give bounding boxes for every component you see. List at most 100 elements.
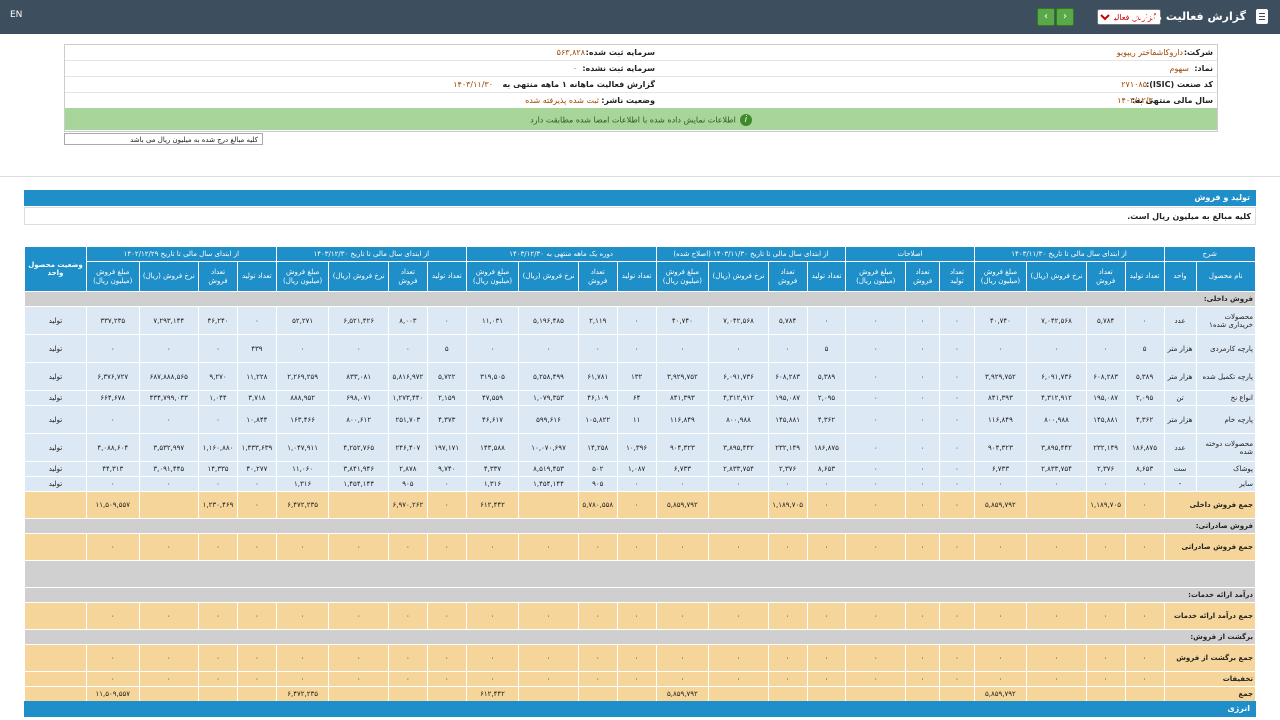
status-cell: تولید [24, 433, 87, 462]
table-cell: ۰ [387, 334, 428, 363]
table-cell: ۰ [1026, 334, 1087, 363]
table-cell: ۰ [275, 644, 330, 672]
section-label: فروش داخلی: [24, 291, 1256, 307]
table-cell: ۴,۲۵۲,۷۶۵ [328, 433, 389, 462]
table-cell: ۰ [806, 491, 847, 519]
table-cell: ۰ [767, 671, 808, 687]
table-cell: ۱۹۷,۱۷۱ [426, 433, 467, 462]
table-cell: ۱,۱۸۹,۷۰۵ [767, 491, 808, 519]
table-cell: ۶۴ [616, 390, 657, 406]
unit-cell: - [1163, 476, 1197, 492]
table-cell: ۱,۴۳۳,۶۳۹ [236, 433, 277, 462]
summary-row: جمع ۵,۸۵۹,۷۹۲ ۵,۸۵۹,۷۹۲ ۶۱۲,۴۴۲ ۶,۴۷۲,۲۳۵ ۱۱,… [24, 686, 1257, 702]
product-name: پارچه کارمردی [1195, 334, 1257, 363]
table-cell: ۸,۶۵۳ [806, 461, 847, 477]
table-cell: ۷,۰۴۲,۵۶۸ [708, 306, 769, 335]
table-cell: ۰ [275, 334, 330, 363]
table-cell: ۰ [1124, 602, 1165, 630]
table-cell: ۰ [426, 671, 467, 687]
table-cell: ۰ [616, 476, 657, 492]
table-cell: ۰ [198, 533, 238, 561]
table-cell: ۰ [1124, 671, 1165, 687]
table-cell: ۹,۷۴۰ [426, 461, 467, 477]
table-cell [24, 644, 87, 672]
column-header: تعداد فروش [767, 261, 808, 292]
page-title: گزارش فعالیت ماهانه [1128, 10, 1247, 23]
table-cell: ۰ [465, 671, 520, 687]
table-cell: ۰ [426, 533, 467, 561]
column-header: نرخ فروش (ریال) [138, 261, 200, 292]
table-cell: ۱,۴۵۴,۱۴۴ [328, 476, 389, 492]
group-header: از ابتدای سال مالی تا تاریخ ۱۴۰۳/۱۱/۳۰ [973, 246, 1165, 262]
language-toggle[interactable]: EN [10, 10, 23, 20]
table-cell: ۶۸۷,۸۸۸,۵۶۵ [138, 362, 200, 391]
table-cell: ۶۱۲,۴۴۲ [465, 491, 520, 519]
table-cell: ۰ [904, 461, 941, 477]
table-cell: ۰ [1085, 602, 1126, 630]
table-cell: ۰ [275, 671, 330, 687]
table-cell: ۲,۲۶۹,۲۵۹ [275, 362, 330, 391]
table-cell: ۶۱,۷۸۱ [577, 362, 618, 391]
table-cell: ۰ [845, 405, 906, 434]
table-cell: ۰ [138, 533, 200, 561]
table-cell: ۰ [275, 533, 330, 561]
column-header: نرخ فروش (ریال) [518, 261, 579, 292]
table-cell: ۵,۸۵۹,۷۹۲ [973, 686, 1028, 702]
column-header: تعداد تولید [236, 261, 277, 292]
symbol-label: نماد: [1194, 64, 1213, 73]
industry-label: کد صنعت (ISIC): [1146, 80, 1213, 89]
table-cell: ۱۱,۰۶۰ [275, 461, 330, 477]
section-subtitle: کلیه مبالغ به میلیون ریال است. [24, 207, 1256, 225]
section-row: برگشت از فروش: [24, 629, 1256, 645]
table-cell: ۴,۳۱۲,۹۱۲ [1026, 390, 1087, 406]
group-header: شرح [1163, 246, 1257, 262]
table-cell: ۲۳۲,۱۴۹ [1085, 433, 1126, 462]
table-cell: ۰ [616, 306, 657, 335]
table-cell: ۸۴۱,۳۹۳ [655, 390, 710, 406]
table-cell: ۰ [387, 533, 428, 561]
table-cell: ۳,۰۹۱,۴۴۵ [138, 461, 200, 477]
table-cell: ۹۰۵ [387, 476, 428, 492]
table-cell: ۰ [939, 433, 975, 462]
table-cell: ۰ [1085, 334, 1126, 363]
table-cell: ۲۳۲,۱۴۹ [767, 433, 808, 462]
symbol-value: سهوم [1169, 64, 1189, 73]
table-cell [904, 686, 941, 702]
table-cell: ۵ [1124, 334, 1165, 363]
table-cell: ۱۴۵,۸۸۱ [767, 405, 808, 434]
table-cell: ۰ [387, 671, 428, 687]
table-cell: ۰ [1085, 644, 1126, 672]
table-cell: ۰ [845, 671, 906, 687]
table-cell: ۲,۳۷۶ [767, 461, 808, 477]
table-cell: ۰ [655, 533, 710, 561]
column-header: تعداد تولید [426, 261, 467, 292]
prev-button[interactable]: ‹ [1037, 8, 1055, 26]
table-cell: ۰ [939, 334, 975, 363]
section-label: فروش صادراتی: [24, 518, 1256, 534]
table-cell: ۱,۲۷۳,۴۴۰ [387, 390, 428, 406]
table-cell: ۶۶۴,۶۷۸ [85, 390, 140, 406]
table-cell: ۴,۳۳۷ [465, 461, 520, 477]
table-cell: ۴۰,۲۷۷ [236, 461, 277, 477]
summary-label: جمع [1163, 686, 1257, 702]
table-cell: ۱۴,۳۳۵ [198, 461, 238, 477]
table-cell: ۳۱۹,۵۰۵ [465, 362, 520, 391]
table-cell: ۰ [138, 334, 200, 363]
table-cell: ۳,۹۲۹,۷۵۲ [973, 362, 1028, 391]
table-cell: ۱۴,۲۵۸ [577, 433, 618, 462]
table-cell: ۴۷,۵۵۹ [465, 390, 520, 406]
table-cell: ۰ [1124, 533, 1165, 561]
table-cell: ۰ [904, 433, 941, 462]
table-cell: ۳,۸۴۱,۹۴۶ [328, 461, 389, 477]
column-header: نرخ فروش (ریال) [1026, 261, 1087, 292]
report-type-select[interactable]: گزارش فعالیت [1097, 9, 1161, 25]
table-cell: ۰ [708, 644, 769, 672]
table-cell: ۳,۹۲۹,۷۵۲ [655, 362, 710, 391]
table-cell: ۲,۱۵۹ [426, 390, 467, 406]
table-cell: ۱,۲۳۰,۴۶۹ [198, 491, 238, 519]
section-label: درآمد ارائه خدمات: [24, 587, 1256, 603]
divider [0, 176, 1280, 177]
next-button[interactable]: › [1056, 8, 1074, 26]
group-header: از ابتدای سال مالی تا تاریخ ۱۴۰۳/۱۲/۳۰ [275, 246, 467, 262]
table-cell: ۱,۰۴۴ [198, 390, 238, 406]
